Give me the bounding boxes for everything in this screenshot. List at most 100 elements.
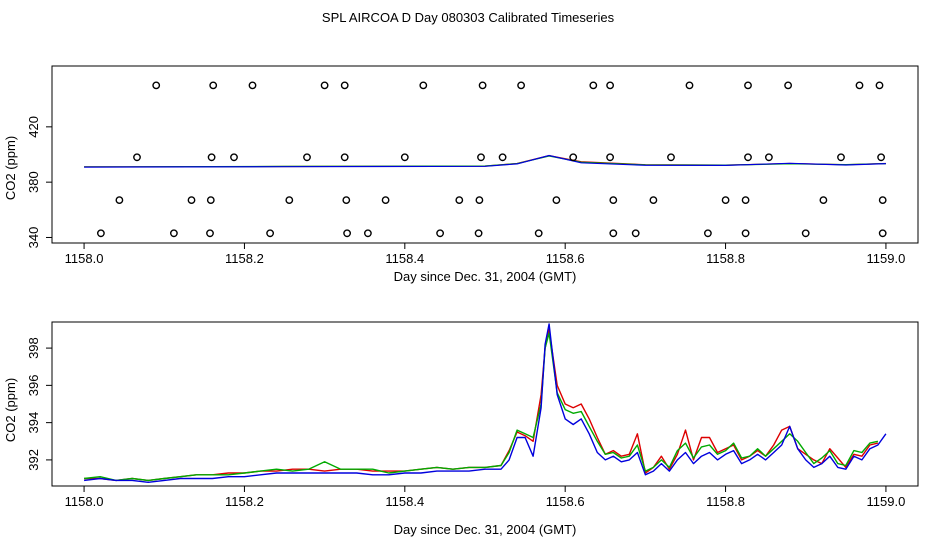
upper-panel: 1158.0 1158.2 1158.4 1158.6 1158.8 1159.0 340… <box>3 65 919 284</box>
upper-data-point <box>169 229 178 238</box>
upper-data-point <box>455 196 464 205</box>
upper-data-point <box>721 196 730 205</box>
upper-data-point <box>248 81 257 90</box>
lower-series-line-1 <box>84 332 879 482</box>
upper-data-point <box>475 196 484 205</box>
upper-data-point <box>207 153 216 162</box>
upper-data-point <box>875 81 884 90</box>
upper-y-tick-label: 340 <box>26 227 41 249</box>
lower-x-tick-label: 1158.2 <box>225 494 264 509</box>
upper-x-tick-label: 1158.2 <box>225 251 264 266</box>
upper-data-point <box>187 196 196 205</box>
lower-x-tick-label: 1158.6 <box>546 494 585 509</box>
upper-data-point <box>303 153 311 162</box>
upper-series-line-2 <box>84 154 886 168</box>
upper-data-point <box>230 153 238 162</box>
upper-data-point <box>206 196 215 205</box>
lower-y-tick-label: 392 <box>26 449 41 471</box>
upper-y-tick-label: 380 <box>26 171 41 193</box>
upper-data-point <box>741 196 750 205</box>
lower-y-tick-label: 396 <box>26 375 41 397</box>
upper-x-tick-label: 1158.8 <box>706 251 745 266</box>
lower-x-axis-label: Day since Dec. 31, 2004 (GMT) <box>394 522 577 537</box>
upper-data-point <box>97 229 105 238</box>
lower-x-tick-label: 1159.0 <box>867 494 906 509</box>
upper-data-point <box>363 229 372 238</box>
upper-data-point <box>609 196 618 205</box>
upper-x-tick-label: 1158.0 <box>65 251 104 266</box>
upper-data-point <box>744 153 752 162</box>
lower-x-tick-label: 1158.4 <box>385 494 424 509</box>
upper-data-point <box>152 81 161 90</box>
upper-data-point <box>552 196 561 205</box>
upper-data-point <box>342 196 351 205</box>
upper-data-point <box>606 153 614 162</box>
upper-data-point <box>741 229 750 238</box>
upper-lines-layer <box>84 154 886 168</box>
upper-data-point <box>534 229 543 238</box>
lower-y-axis: 392 394 396 398 <box>26 337 52 471</box>
upper-data-point <box>744 81 752 90</box>
lower-lines-layer <box>84 323 887 483</box>
upper-y-axis-label: CO2 (ppm) <box>3 136 18 200</box>
lower-panel: 1158.0 1158.2 1158.4 1158.6 1158.8 1159.0 392… <box>3 321 919 537</box>
upper-data-point <box>631 229 640 238</box>
upper-data-point <box>837 153 845 162</box>
upper-data-point <box>878 196 887 205</box>
upper-data-point <box>400 153 409 162</box>
upper-data-point <box>704 229 712 238</box>
upper-data-point <box>477 153 485 162</box>
upper-x-tick-label: 1158.4 <box>385 251 424 266</box>
upper-data-point <box>285 196 294 205</box>
lower-x-tick-label: 1158.8 <box>706 494 745 509</box>
upper-data-point <box>343 229 351 238</box>
upper-data-point <box>569 153 578 162</box>
upper-data-point <box>589 81 598 90</box>
upper-data-point <box>606 81 614 90</box>
upper-data-point <box>685 81 694 90</box>
lower-series-line-2 <box>84 323 887 483</box>
upper-data-point <box>478 81 487 90</box>
upper-y-axis: 340 380 420 <box>26 116 52 248</box>
upper-plot-frame <box>51 65 919 244</box>
lower-y-tick-label: 398 <box>26 337 41 359</box>
upper-data-point <box>340 153 349 162</box>
upper-x-axis-label: Day since Dec. 31, 2004 (GMT) <box>394 269 577 284</box>
upper-data-point <box>209 81 218 90</box>
upper-x-tick-label: 1159.0 <box>867 251 906 266</box>
upper-data-point <box>667 153 675 162</box>
upper-data-point <box>436 229 444 238</box>
lower-series-line-0 <box>84 328 879 482</box>
upper-data-point <box>517 81 525 90</box>
upper-data-point <box>609 229 618 238</box>
upper-data-point <box>320 81 329 90</box>
upper-x-axis: 1158.0 1158.2 1158.4 1158.6 1158.8 1159.0 <box>65 243 906 266</box>
upper-data-point <box>855 81 864 90</box>
upper-data-point <box>765 153 773 162</box>
upper-data-point <box>474 229 483 238</box>
lower-plot-frame <box>51 321 919 487</box>
upper-points-layer <box>97 81 887 238</box>
upper-data-point <box>266 229 274 238</box>
lower-y-tick-label: 394 <box>26 412 41 434</box>
upper-data-point <box>649 196 658 205</box>
lower-y-axis-label: CO2 (ppm) <box>3 378 18 442</box>
upper-data-point <box>819 196 828 205</box>
upper-data-point <box>340 81 349 90</box>
upper-data-point <box>115 196 124 205</box>
upper-data-point <box>801 229 810 238</box>
upper-data-point <box>877 153 885 162</box>
lower-x-tick-label: 1158.0 <box>65 494 104 509</box>
upper-data-point <box>419 81 428 90</box>
upper-y-tick-label: 420 <box>26 116 41 138</box>
upper-data-point <box>784 81 792 90</box>
figure-title: SPL AIRCOA D Day 080303 Calibrated Times… <box>322 10 615 25</box>
upper-data-point <box>381 196 390 205</box>
lower-x-axis: 1158.0 1158.2 1158.4 1158.6 1158.8 1159.0 <box>65 486 906 509</box>
upper-data-point <box>498 153 507 162</box>
upper-data-point <box>878 229 887 238</box>
upper-data-point <box>133 153 141 162</box>
upper-data-point <box>206 229 214 238</box>
upper-x-tick-label: 1158.6 <box>546 251 585 266</box>
